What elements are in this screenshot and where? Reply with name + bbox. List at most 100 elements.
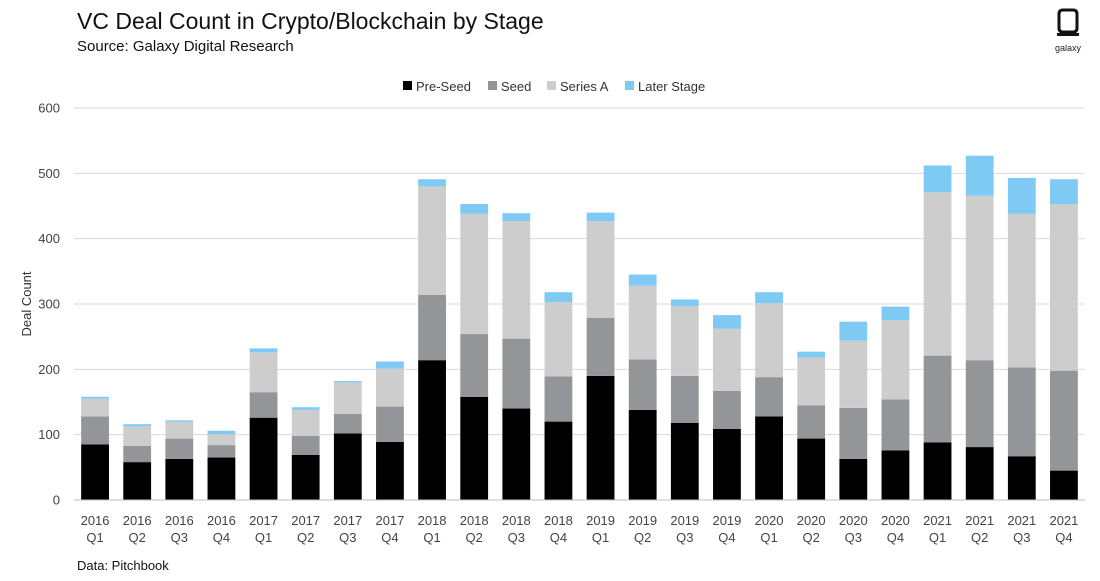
bar-segment-seed (923, 355, 952, 443)
x-tick-quarter: Q2 (634, 530, 651, 545)
bar-segment-series-a (628, 285, 657, 360)
x-tick-year: 2021 (965, 513, 994, 528)
bar-segment-later-stage (1050, 179, 1078, 205)
legend-label: Pre-Seed (416, 79, 471, 94)
x-tick-year: 2020 (755, 513, 784, 528)
x-tick-quarter: Q3 (508, 530, 525, 545)
logo-text: galaxy (1054, 43, 1081, 53)
bar-segment-pre-seed (797, 438, 826, 500)
bar-segment-pre-seed (418, 360, 446, 500)
x-tick-year: 2018 (460, 513, 489, 528)
bar-segment-later-stage (123, 424, 152, 427)
bar-segment-seed (333, 413, 362, 434)
bar-segment-pre-seed (755, 416, 783, 500)
bar-segment-series-a (965, 195, 994, 361)
x-tick-quarter: Q4 (213, 530, 230, 545)
bar-segment-later-stage (713, 315, 741, 329)
x-tick-year: 2017 (375, 513, 404, 528)
bar-segment-series-a (755, 303, 783, 378)
bar-segment-pre-seed (670, 422, 699, 500)
x-tick-year: 2016 (207, 513, 236, 528)
bar-segment-pre-seed (628, 409, 657, 500)
x-tick-year: 2018 (502, 513, 531, 528)
y-tick-label: 200 (38, 362, 60, 377)
bar-segment-pre-seed (965, 447, 994, 500)
bar-segment-pre-seed (376, 441, 404, 500)
bar-segment-seed (797, 405, 826, 439)
y-axis-title: Deal Count (19, 271, 34, 336)
bar-segment-series-a (502, 221, 531, 339)
bar-segment-later-stage (502, 213, 531, 222)
bar-segment-seed (670, 375, 699, 423)
bar-segment-later-stage (376, 361, 404, 369)
bar-segment-series-a (123, 426, 152, 446)
bar-segment-later-stage (460, 204, 489, 214)
bar-segment-later-stage (165, 420, 194, 422)
bar-segment-series-a (544, 302, 573, 377)
bar-segment-series-a (881, 320, 910, 400)
x-tick-quarter: Q3 (845, 530, 862, 545)
x-tick-year: 2016 (123, 513, 152, 528)
bar-segment-later-stage (923, 165, 952, 193)
x-tick-quarter: Q2 (971, 530, 988, 545)
x-tick-quarter: Q1 (423, 530, 440, 545)
bar-segment-seed (713, 390, 741, 429)
bar-segment-pre-seed (502, 408, 531, 500)
x-tick-year: 2021 (1007, 513, 1036, 528)
bar-segment-later-stage (755, 292, 783, 304)
bar-segment-pre-seed (291, 454, 320, 500)
bar-segment-series-a (797, 357, 826, 406)
bar-segment-pre-seed (839, 458, 868, 500)
y-axis-ticks: 0 100 200 300 400 500 600 (38, 101, 60, 508)
bar-segment-series-a (418, 186, 446, 295)
bar-segment-later-stage (333, 381, 362, 383)
bar-segment-pre-seed (333, 433, 362, 500)
x-tick-year: 2017 (291, 513, 320, 528)
y-tick-label: 0 (53, 493, 60, 508)
bar-segment-series-a (376, 368, 404, 407)
x-tick-quarter: Q3 (339, 530, 356, 545)
bar-segment-seed (586, 317, 615, 376)
galaxy-logo: galaxy (1048, 8, 1088, 56)
bar-segment-seed (628, 359, 657, 410)
bar-segment-later-stage (797, 351, 826, 358)
x-tick-year: 2020 (881, 513, 910, 528)
bar-segment-series-a (460, 213, 489, 335)
bar-segment-seed (1050, 370, 1078, 471)
x-tick-year: 2019 (628, 513, 657, 528)
bar-segment-later-stage (586, 212, 615, 222)
bar-segment-seed (418, 294, 446, 361)
bar-segment-series-a (333, 382, 362, 414)
bar-segment-series-a (923, 192, 952, 356)
y-tick-label: 400 (38, 231, 60, 246)
bar-segment-pre-seed (123, 462, 152, 500)
x-tick-year: 2019 (712, 513, 741, 528)
x-tick-quarter: Q2 (466, 530, 483, 545)
bar-segment-pre-seed (881, 450, 910, 500)
y-tick-label: 500 (38, 166, 60, 181)
x-tick-year: 2017 (249, 513, 278, 528)
bar-segment-later-stage (544, 292, 573, 303)
bar-segment-later-stage (670, 299, 699, 306)
bar-segment-pre-seed (460, 396, 489, 500)
bar-segment-seed (460, 334, 489, 397)
galaxy-logo-icon (1057, 8, 1079, 36)
bar-segment-series-a (249, 352, 278, 393)
bar-segment-seed (755, 377, 783, 417)
bar-segment-series-a (291, 409, 320, 436)
x-tick-quarter: Q4 (550, 530, 567, 545)
x-tick-year: 2020 (797, 513, 826, 528)
bar-segment-pre-seed (81, 444, 109, 500)
bar-segment-pre-seed (249, 417, 278, 500)
bar-segment-series-a (1050, 204, 1078, 371)
legend: Pre-Seed Seed Series A Later Stage (403, 79, 705, 94)
bar-segment-pre-seed (586, 375, 615, 500)
bar-segment-later-stage (628, 274, 657, 286)
bar-segment-later-stage (291, 407, 320, 410)
bar-segment-seed (544, 376, 573, 422)
bar-segment-series-a (81, 398, 109, 417)
bar-segment-pre-seed (1050, 470, 1078, 500)
bar-segment-seed (123, 445, 152, 463)
bar-segment-later-stage (1007, 177, 1036, 214)
